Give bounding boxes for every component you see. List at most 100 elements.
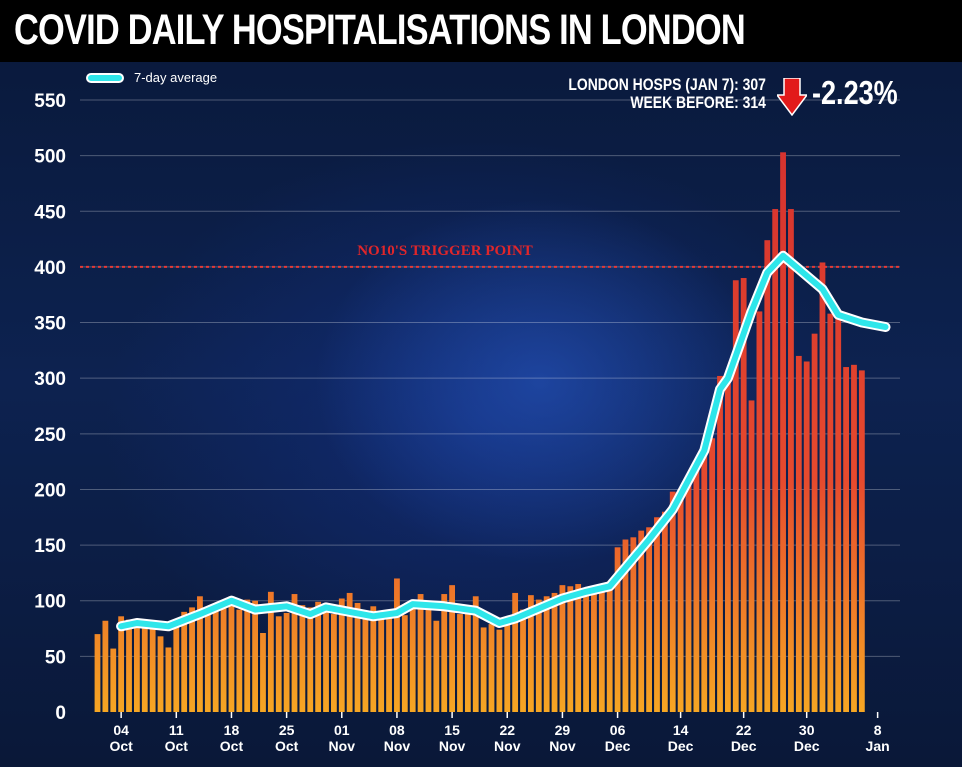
bar (772, 209, 779, 712)
page-title: COVID DAILY HOSPITALISATIONS IN LONDON (14, 6, 746, 54)
y-tick-label: 300 (34, 369, 66, 390)
bar (709, 438, 716, 712)
x-tick-day: 11 (169, 722, 184, 738)
x-tick-month: Dec (668, 738, 694, 754)
stat-previous: WEEK BEFORE: 314 (630, 93, 766, 112)
x-tick-month: Nov (329, 738, 356, 754)
bar (811, 333, 818, 712)
bar (520, 609, 526, 712)
x-tick-month: Oct (165, 738, 189, 754)
bar (149, 627, 156, 712)
bar (228, 596, 235, 712)
bar (441, 594, 448, 712)
y-tick-label: 150 (34, 536, 66, 557)
bar (756, 311, 763, 712)
bar (244, 599, 251, 712)
x-tick-day: 30 (799, 722, 815, 738)
legend-swatch (86, 72, 124, 83)
bar (638, 530, 645, 712)
bar (157, 636, 164, 712)
bar (622, 539, 629, 712)
stat-change: -2.23% (812, 74, 898, 111)
bar (803, 361, 810, 712)
x-tick-day: 22 (499, 722, 515, 738)
trigger-point: NO10'S TRIGGER POINT (80, 243, 900, 268)
x-tick-month: Dec (731, 738, 757, 754)
bar (102, 620, 109, 712)
bar (591, 591, 597, 712)
bar (449, 585, 455, 712)
bar (126, 619, 132, 712)
bar (575, 584, 582, 712)
bar (323, 607, 329, 712)
bar (307, 607, 314, 712)
y-tick-label: 350 (34, 314, 66, 335)
stats-block: LONDON HOSPS (JAN 7): 307 WEEK BEFORE: 3… (568, 76, 766, 112)
bar (551, 592, 558, 712)
bar (795, 355, 802, 712)
y-tick-label: 500 (34, 147, 66, 168)
bar (827, 313, 834, 712)
x-tick-month: Oct (220, 738, 244, 754)
bar (275, 616, 282, 712)
y-tick-label: 0 (55, 703, 66, 724)
x-tick-month: Nov (494, 738, 521, 754)
bar (606, 589, 613, 712)
bar (835, 316, 842, 712)
trigger-label: NO10'S TRIGGER POINT (357, 243, 533, 259)
bar (354, 602, 361, 712)
x-tick-day: 08 (389, 722, 405, 738)
bar (197, 596, 203, 712)
bar (630, 537, 637, 712)
bar (504, 622, 511, 712)
bar (858, 370, 865, 712)
bar (764, 240, 771, 712)
bar (464, 606, 471, 712)
bar (701, 451, 708, 712)
bar (740, 278, 747, 712)
y-tick-label: 250 (34, 425, 66, 446)
bar (260, 632, 266, 712)
x-tick-day: 25 (279, 722, 295, 738)
bar (661, 511, 668, 712)
bar (646, 527, 652, 712)
bar (732, 280, 739, 712)
bar (173, 626, 180, 712)
bar (204, 608, 211, 712)
bar (401, 615, 408, 712)
bar (425, 606, 432, 712)
bar (362, 610, 369, 712)
bar (386, 616, 392, 712)
arrow-down-icon (777, 78, 807, 116)
title-bar: COVID DAILY HOSPITALISATIONS IN LONDON (0, 0, 962, 62)
bar (693, 467, 700, 712)
x-tick-day: 04 (113, 722, 129, 738)
legend: 7-day average (86, 70, 217, 85)
bar (141, 624, 148, 712)
bars (94, 152, 865, 712)
x-tick-month: Nov (384, 738, 411, 754)
bar (134, 624, 140, 712)
x-tick-day: 8 (874, 722, 882, 738)
x-tick-day: 29 (555, 722, 571, 738)
x-tick-month: Dec (794, 738, 820, 754)
average-line-layer (116, 250, 891, 632)
bar (267, 591, 274, 712)
bar (669, 491, 676, 712)
bar (583, 589, 589, 712)
x-tick-day: 01 (334, 722, 350, 738)
bar (457, 614, 463, 712)
bar (291, 594, 298, 712)
x-tick-day: 22 (736, 722, 752, 738)
bar (346, 592, 353, 712)
y-tick-label: 200 (34, 480, 66, 501)
bar (236, 609, 243, 712)
bar (543, 596, 550, 712)
bar (370, 606, 377, 712)
bar (283, 612, 290, 712)
stat-latest: LONDON HOSPS (JAN 7): 307 (568, 75, 766, 94)
x-axis: 04Oct11Oct18Oct25Oct01Nov08Nov15Nov22Nov… (109, 712, 890, 754)
y-tick-label: 400 (34, 258, 66, 279)
x-tick-month: Nov (439, 738, 466, 754)
